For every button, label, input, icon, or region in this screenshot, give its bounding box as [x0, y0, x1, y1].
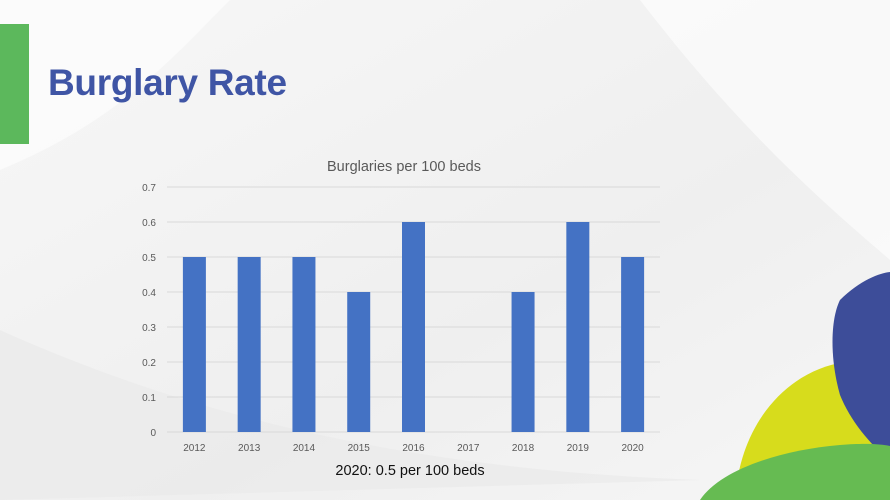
slide-caption: 2020: 0.5 per 100 beds: [335, 463, 485, 479]
bar-2014: [292, 257, 316, 432]
bar-2013: [237, 257, 261, 432]
x-axis-ticks: 2012 2013 2014 2015 2016 2017 2018 2019 2020: [183, 443, 644, 454]
y-tick-label: 0.1: [142, 393, 156, 404]
x-tick-label: 2014: [293, 443, 316, 454]
y-axis-ticks: 0 0.1 0.2 0.3 0.4 0.5 0.6 0.7: [142, 183, 156, 439]
title-accent-bar: [0, 24, 29, 144]
deco-navy-shape: [832, 272, 890, 460]
bar-2018: [511, 292, 535, 432]
bars: [182, 222, 645, 432]
bar-2019: [566, 222, 590, 432]
chart-title: Burglaries per 100 beds: [327, 159, 481, 175]
x-tick-label: 2017: [457, 443, 480, 454]
x-tick-label: 2016: [402, 443, 425, 454]
y-tick-label: 0.3: [142, 323, 156, 334]
x-tick-label: 2020: [621, 443, 644, 454]
x-tick-label: 2013: [238, 443, 261, 454]
x-tick-label: 2012: [183, 443, 206, 454]
bar-2012: [182, 257, 206, 432]
y-tick-label: 0.4: [142, 288, 156, 299]
slide-title: Burglary Rate: [48, 62, 287, 103]
y-tick-label: 0.6: [142, 218, 156, 229]
bar-2015: [347, 292, 371, 432]
x-tick-label: 2015: [348, 443, 371, 454]
y-tick-label: 0.5: [142, 253, 156, 264]
y-tick-label: 0.7: [142, 183, 156, 194]
deco-green-shape: [700, 443, 890, 500]
y-tick-label: 0: [150, 428, 156, 439]
x-tick-label: 2018: [512, 443, 535, 454]
bar-2020: [621, 257, 645, 432]
bar-2016: [402, 222, 425, 432]
x-tick-label: 2019: [567, 443, 590, 454]
y-tick-label: 0.2: [142, 358, 156, 369]
